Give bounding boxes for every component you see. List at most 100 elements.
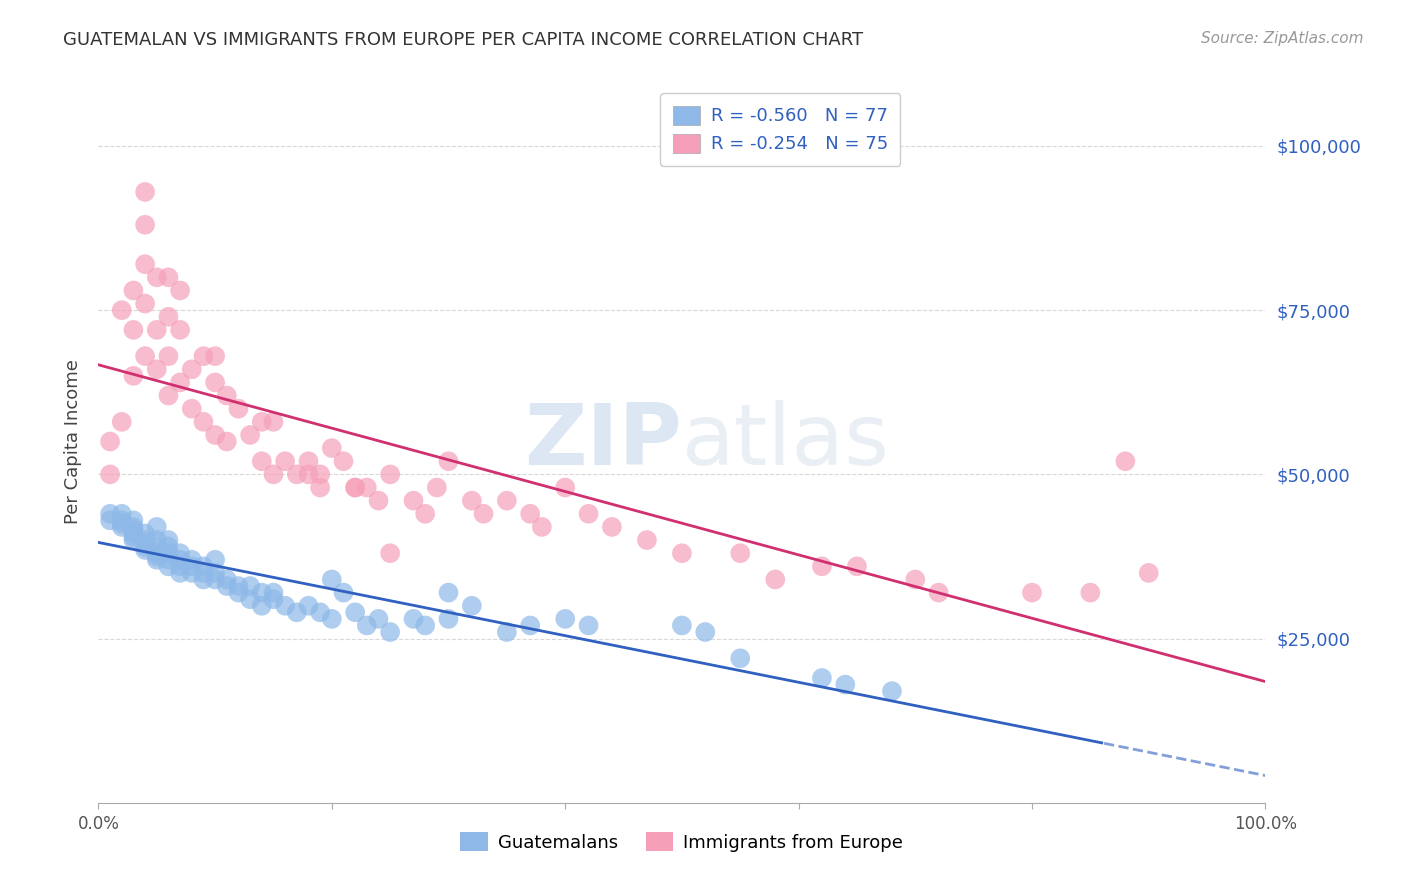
Point bbox=[98, 507, 121, 521]
Point bbox=[122, 526, 145, 541]
Point bbox=[180, 401, 202, 416]
Point bbox=[811, 559, 834, 574]
Point bbox=[496, 625, 519, 640]
Point bbox=[228, 579, 250, 593]
Point bbox=[215, 579, 238, 593]
Point bbox=[554, 612, 576, 626]
Point bbox=[356, 481, 378, 495]
Point bbox=[111, 303, 134, 318]
Point bbox=[274, 599, 297, 613]
Point bbox=[367, 612, 389, 626]
Point bbox=[461, 493, 484, 508]
Point bbox=[239, 579, 262, 593]
Point bbox=[157, 553, 180, 567]
Point bbox=[250, 454, 273, 468]
Point bbox=[402, 493, 425, 508]
Point bbox=[321, 612, 343, 626]
Point bbox=[146, 549, 169, 564]
Point bbox=[146, 553, 169, 567]
Point bbox=[763, 573, 786, 587]
Point bbox=[215, 573, 238, 587]
Point bbox=[157, 349, 180, 363]
Point bbox=[157, 310, 180, 324]
Point bbox=[413, 507, 436, 521]
Point bbox=[180, 362, 202, 376]
Point bbox=[157, 533, 180, 547]
Point bbox=[1137, 566, 1160, 580]
Text: ZIP: ZIP bbox=[524, 400, 682, 483]
Point bbox=[846, 559, 869, 574]
Point bbox=[554, 481, 576, 495]
Point bbox=[122, 520, 145, 534]
Point bbox=[111, 520, 134, 534]
Point bbox=[169, 566, 191, 580]
Point bbox=[134, 257, 156, 271]
Point bbox=[204, 349, 226, 363]
Point bbox=[111, 415, 134, 429]
Point bbox=[695, 625, 717, 640]
Point bbox=[111, 507, 134, 521]
Point bbox=[193, 349, 215, 363]
Point bbox=[98, 513, 121, 527]
Point bbox=[321, 573, 343, 587]
Point bbox=[1114, 454, 1136, 468]
Point bbox=[193, 573, 215, 587]
Point bbox=[332, 585, 354, 599]
Point bbox=[928, 585, 950, 599]
Text: GUATEMALAN VS IMMIGRANTS FROM EUROPE PER CAPITA INCOME CORRELATION CHART: GUATEMALAN VS IMMIGRANTS FROM EUROPE PER… bbox=[63, 31, 863, 49]
Point bbox=[169, 323, 191, 337]
Point bbox=[834, 677, 856, 691]
Point bbox=[297, 599, 319, 613]
Point bbox=[321, 441, 343, 455]
Point bbox=[730, 651, 752, 665]
Point bbox=[204, 376, 226, 390]
Point bbox=[262, 592, 284, 607]
Point bbox=[671, 618, 693, 632]
Point bbox=[402, 612, 425, 626]
Point bbox=[169, 376, 191, 390]
Point bbox=[204, 573, 226, 587]
Point bbox=[228, 585, 250, 599]
Point bbox=[98, 434, 121, 449]
Point bbox=[122, 533, 145, 547]
Point bbox=[134, 349, 156, 363]
Point bbox=[146, 520, 169, 534]
Point bbox=[215, 434, 238, 449]
Point bbox=[880, 684, 903, 698]
Point bbox=[180, 566, 202, 580]
Point bbox=[437, 612, 460, 626]
Text: atlas: atlas bbox=[682, 400, 890, 483]
Y-axis label: Per Capita Income: Per Capita Income bbox=[63, 359, 82, 524]
Point bbox=[437, 454, 460, 468]
Point bbox=[250, 585, 273, 599]
Point bbox=[274, 454, 297, 468]
Point bbox=[461, 599, 484, 613]
Point bbox=[262, 585, 284, 599]
Point bbox=[578, 507, 600, 521]
Point bbox=[157, 388, 180, 402]
Point bbox=[122, 323, 145, 337]
Point bbox=[204, 553, 226, 567]
Point bbox=[426, 481, 449, 495]
Point bbox=[204, 428, 226, 442]
Point bbox=[146, 540, 169, 554]
Point bbox=[250, 599, 273, 613]
Point bbox=[134, 533, 156, 547]
Point bbox=[134, 185, 156, 199]
Point bbox=[146, 546, 169, 560]
Point bbox=[180, 559, 202, 574]
Point bbox=[146, 362, 169, 376]
Point bbox=[193, 559, 215, 574]
Point bbox=[472, 507, 495, 521]
Point bbox=[250, 415, 273, 429]
Point bbox=[811, 671, 834, 685]
Point bbox=[169, 553, 191, 567]
Point bbox=[122, 523, 145, 537]
Point bbox=[193, 415, 215, 429]
Point bbox=[309, 605, 332, 619]
Point bbox=[496, 493, 519, 508]
Point bbox=[134, 540, 156, 554]
Point bbox=[193, 566, 215, 580]
Point bbox=[297, 467, 319, 482]
Text: Source: ZipAtlas.com: Source: ZipAtlas.com bbox=[1201, 31, 1364, 46]
